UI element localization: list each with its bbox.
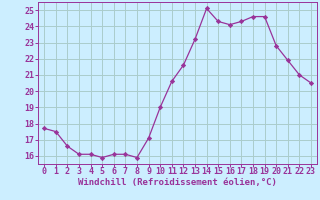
X-axis label: Windchill (Refroidissement éolien,°C): Windchill (Refroidissement éolien,°C) (78, 178, 277, 187)
